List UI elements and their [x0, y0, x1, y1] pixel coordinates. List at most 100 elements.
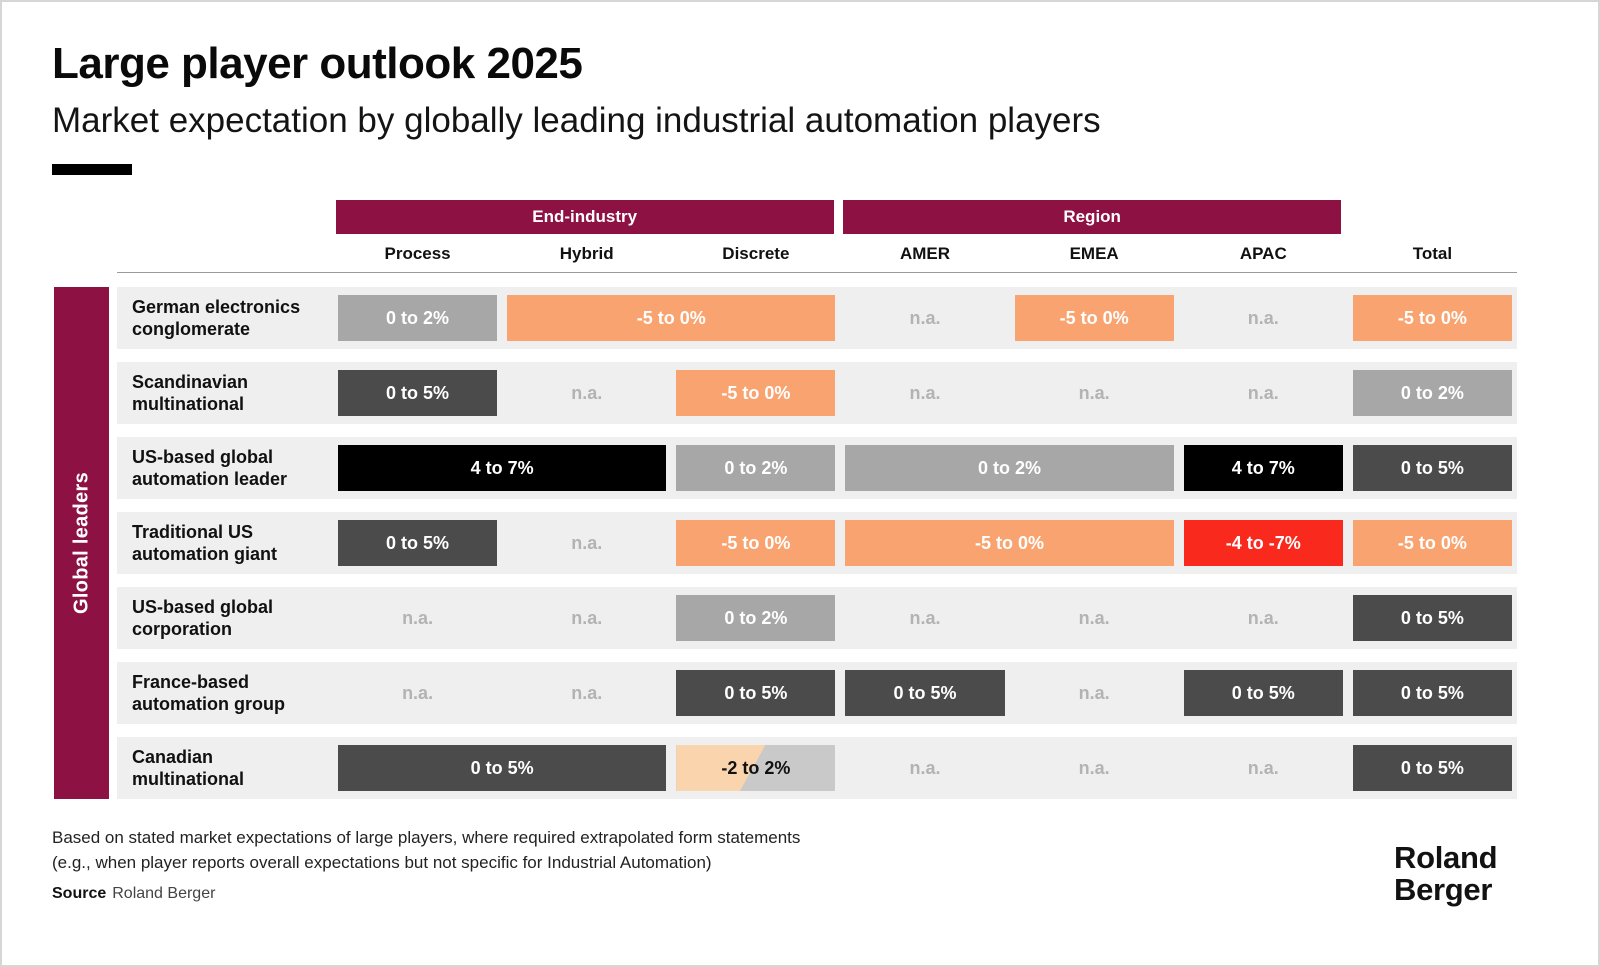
cell-value: 0 to 2%: [386, 307, 450, 328]
cell-value: -5 to 0%: [1397, 307, 1467, 328]
column-header: Discrete: [722, 244, 790, 263]
logo-line-1: Roland: [1394, 840, 1498, 875]
na-cell: n.a.: [1247, 382, 1279, 403]
table-row: US-based global automation leader 4 to 7%…: [117, 437, 1517, 499]
value-cell: 0 to 5%: [1352, 670, 1512, 716]
value-cell: -5 to 0%: [1014, 295, 1174, 341]
title-underline-bar: [52, 164, 132, 175]
cell-value: -5 to 0%: [721, 382, 791, 403]
na-cell: n.a.: [571, 532, 603, 553]
column-header: APAC: [1239, 244, 1287, 263]
footnote: Based on stated market expectations of l…: [52, 825, 800, 875]
table-row: Canadian multinational 0 to 5% -2 to 2% n.a…: [117, 737, 1517, 799]
cell-value: 0 to 5%: [386, 532, 450, 553]
value-cell: 0 to 5%: [338, 520, 498, 566]
footnote-line-1: Based on stated market expectations of l…: [52, 828, 801, 847]
table-row: Scandinavian multinational 0 to 5% n.a. -5 …: [117, 362, 1517, 424]
table-row: France-based automation group n.a. n.a. 0 t…: [117, 662, 1517, 724]
cell-value: -5 to 0%: [1397, 532, 1467, 553]
column-group-band: Region: [842, 200, 1342, 234]
value-cell: 0 to 5%: [338, 745, 667, 791]
na-cell: n.a.: [1078, 682, 1110, 703]
na-cell: n.a.: [1078, 382, 1110, 403]
value-cell: 0 to 2%: [1352, 370, 1512, 416]
column-header: AMER: [899, 244, 951, 263]
roland-berger-logo: Roland Berger: [1394, 840, 1498, 906]
na-cell: n.a.: [909, 382, 941, 403]
na-cell: n.a.: [1247, 607, 1279, 628]
cell-value: -5 to 0%: [1059, 307, 1129, 328]
cell-value: -2 to 2%: [721, 757, 791, 778]
value-cell: 0 to 5%: [1352, 745, 1512, 791]
row-label: Traditional US automation giant: [132, 522, 277, 564]
value-cell: 0 to 5%: [338, 370, 498, 416]
value-cell: -4 to -7%: [1183, 520, 1343, 566]
value-cell: 0 to 2%: [845, 445, 1174, 491]
row-label: German electronics conglomerate: [132, 297, 301, 339]
value-cell: -5 to 0%: [1352, 295, 1512, 341]
cell-value: 0 to 5%: [1400, 457, 1464, 478]
na-cell: n.a.: [571, 382, 603, 403]
footnote-line-2: (e.g., when player reports overall expec…: [52, 853, 712, 872]
value-cell: 0 to 2%: [676, 595, 836, 641]
value-cell: -5 to 0%: [845, 520, 1174, 566]
table-rows: German electronics conglomerate 0 to 2% -5…: [117, 287, 1517, 800]
na-cell: n.a.: [909, 607, 941, 628]
header-rule: [117, 272, 1517, 273]
value-cell: 0 to 5%: [1352, 595, 1512, 641]
na-cell: n.a.: [402, 682, 434, 703]
value-cell: -5 to 0%: [1352, 520, 1512, 566]
cell-value: -5 to 0%: [975, 532, 1045, 553]
na-cell: n.a.: [1078, 757, 1110, 778]
column-header: EMEA: [1069, 244, 1119, 263]
cell-value: 4 to 7%: [1231, 457, 1295, 478]
value-cell: -5 to 0%: [507, 295, 836, 341]
value-cell: 0 to 5%: [845, 670, 1005, 716]
row-group-band: Global leaders: [54, 287, 109, 799]
cell-value: -5 to 0%: [636, 307, 706, 328]
cell-value: 0 to 2%: [978, 457, 1042, 478]
value-cell: 4 to 7%: [1183, 445, 1343, 491]
page-subtitle: Market expectation by globally leading i…: [52, 101, 1101, 140]
table-header: End-industry Region Process Hybrid Discrete A…: [117, 200, 1517, 272]
table-row: US-based global corporation n.a. n.a. 0 to …: [117, 587, 1517, 649]
na-cell: n.a.: [1247, 307, 1279, 328]
column-group-band: End-industry: [335, 200, 834, 234]
value-cell: -5 to 0%: [676, 520, 836, 566]
value-cell: -5 to 0%: [676, 370, 836, 416]
cell-value: 0 to 2%: [724, 607, 788, 628]
na-cell: n.a.: [571, 682, 603, 703]
row-label: US-based global corporation: [132, 597, 274, 639]
na-cell: n.a.: [571, 607, 603, 628]
cell-value: 0 to 5%: [470, 757, 534, 778]
row-label: Scandinavian multinational: [132, 372, 249, 414]
column-header: Hybrid: [559, 244, 614, 263]
value-cell: 4 to 7%: [338, 445, 667, 491]
value-cell: 0 to 5%: [1183, 670, 1343, 716]
cell-value: 0 to 5%: [1400, 607, 1464, 628]
table-row: Traditional US automation giant 0 to 5% n.…: [117, 512, 1517, 574]
cell-value: 0 to 5%: [1231, 682, 1295, 703]
source-label: Source: [52, 885, 107, 902]
row-label: US-based global automation leader: [132, 447, 288, 489]
row-label: Canadian multinational: [132, 747, 244, 789]
value-cell: -2 to 2%: [676, 745, 836, 791]
row-group-label: Global leaders: [70, 471, 92, 615]
cell-value: 0 to 5%: [386, 382, 450, 403]
source-line: Source Roland Berger: [52, 885, 215, 903]
cell-value: 4 to 7%: [470, 457, 534, 478]
column-header: Process: [384, 244, 451, 263]
na-cell: n.a.: [402, 607, 434, 628]
na-cell: n.a.: [1247, 757, 1279, 778]
cell-value: 0 to 5%: [893, 682, 957, 703]
row-label: France-based automation group: [132, 672, 285, 714]
cell-value: 0 to 5%: [724, 682, 788, 703]
na-cell: n.a.: [1078, 607, 1110, 628]
source-text: Roland Berger: [112, 885, 216, 902]
cell-value: -4 to -7%: [1225, 532, 1301, 553]
na-cell: n.a.: [909, 307, 941, 328]
table-row: German electronics conglomerate 0 to 2% -5…: [117, 287, 1517, 349]
cell-value: -5 to 0%: [721, 532, 791, 553]
value-cell: 0 to 2%: [338, 295, 498, 341]
